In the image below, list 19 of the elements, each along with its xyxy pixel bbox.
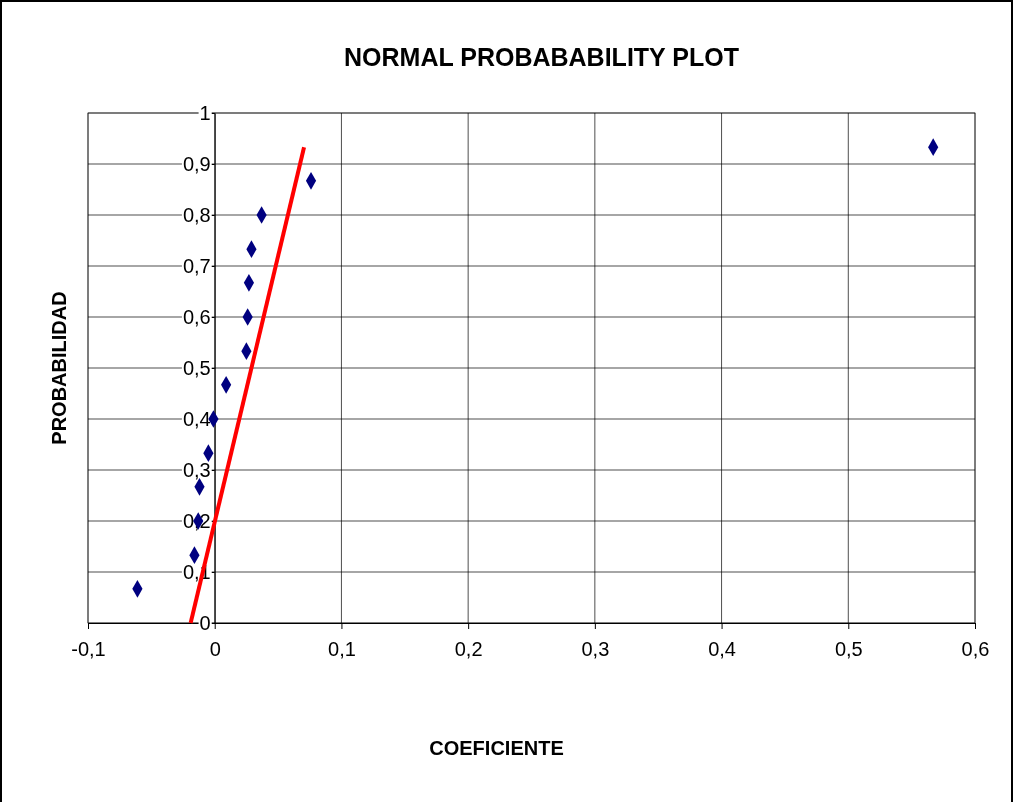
y-tick-label: 0,5 xyxy=(182,356,211,379)
y-tick-label: 0,4 xyxy=(182,407,211,430)
y-tick-label: 0 xyxy=(199,611,211,634)
x-tick-label: 0,5 xyxy=(834,638,863,660)
x-tick-label: 0,2 xyxy=(454,638,483,660)
y-tick-label: 0,8 xyxy=(182,203,211,226)
x-axis-title: COEFICIENTE xyxy=(429,737,564,759)
x-tick-label: 0,4 xyxy=(708,638,736,660)
y-tick-label: 0,3 xyxy=(182,458,211,481)
y-tick-label: 0,7 xyxy=(182,254,211,277)
x-tick-label: 0,1 xyxy=(328,638,356,660)
x-tick-label: 0,6 xyxy=(961,638,990,660)
x-tick-label: 0,3 xyxy=(581,638,610,660)
x-tick-label: -0,1 xyxy=(71,638,106,660)
y-tick-label: 1 xyxy=(199,101,211,124)
y-tick-label: 0,9 xyxy=(182,152,211,175)
y-tick-label: 0,6 xyxy=(182,305,211,328)
chart-title: NORMAL PROBABABILITY PLOT xyxy=(344,43,739,71)
y-axis-title: PROBABILIDAD xyxy=(48,291,70,445)
